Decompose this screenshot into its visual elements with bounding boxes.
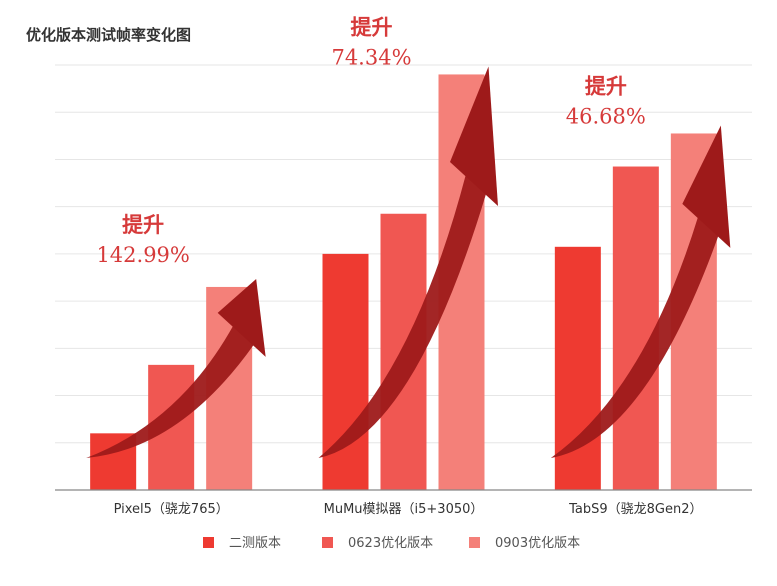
legend-label: 0623优化版本 <box>348 536 433 551</box>
x-tick-label: TabS9（骁龙8Gen2） <box>568 502 702 517</box>
growth-annotations: 提升 142.99% 提升 74.34% 提升 46.68% <box>96 14 645 267</box>
bar-chart: Pixel5（骁龙765） MuMu模拟器（i5+3050） TabS9（骁龙8Ge… <box>0 0 777 586</box>
bar-3-2 <box>613 167 659 490</box>
legend: 二测版本 0623优化版本 0903优化版本 <box>203 536 580 551</box>
x-tick-label: Pixel5（骁龙765） <box>114 502 229 517</box>
bars <box>90 74 717 490</box>
annotation-value: 142.99% <box>96 243 189 267</box>
x-axis: Pixel5（骁龙765） MuMu模拟器（i5+3050） TabS9（骁龙8Ge… <box>55 490 752 517</box>
annotation-label: 提升 <box>351 14 393 39</box>
annotation-label: 提升 <box>122 212 164 237</box>
x-tick-label: MuMu模拟器（i5+3050） <box>324 502 484 517</box>
legend-label: 二测版本 <box>229 536 281 551</box>
annotation-value: 46.68% <box>566 104 646 128</box>
annotation-value: 74.34% <box>331 45 411 69</box>
legend-swatch <box>322 537 333 548</box>
annotation-label: 提升 <box>585 73 627 98</box>
chart-root: 优化版本测试帧率变化图 Pixel5（骁龙765） MuMu模拟器（i5+3050… <box>0 0 777 586</box>
legend-swatch <box>203 537 214 548</box>
legend-swatch <box>469 537 480 548</box>
legend-label: 0903优化版本 <box>495 536 580 551</box>
